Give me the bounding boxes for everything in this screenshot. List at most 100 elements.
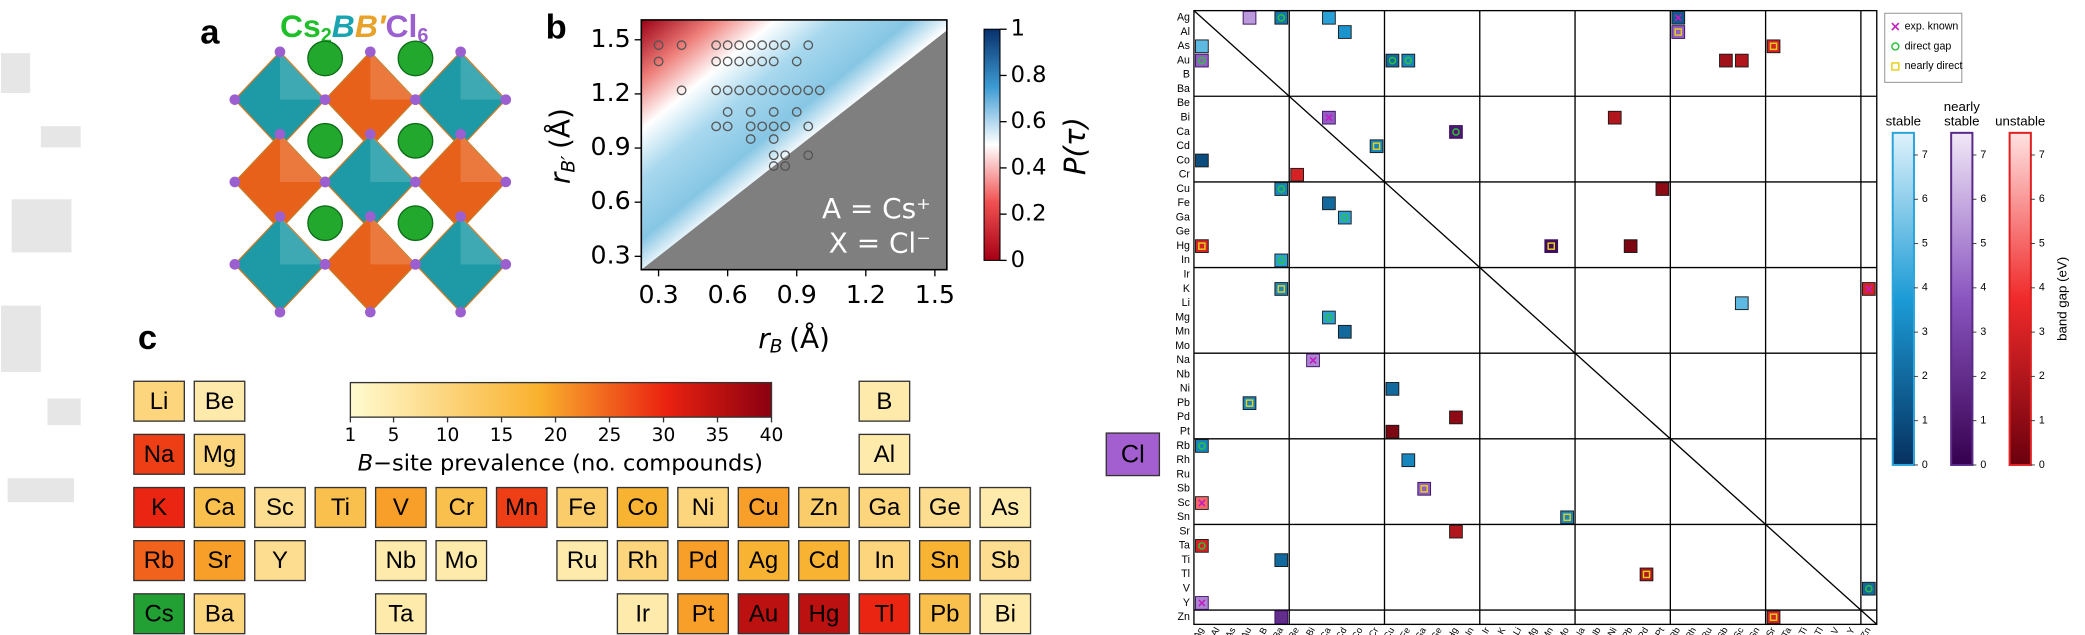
column-label: K <box>1496 625 1508 635</box>
octahedron-face <box>460 134 506 182</box>
column-label: Na <box>1572 625 1587 635</box>
row-label: Cd <box>1176 140 1190 152</box>
data-point <box>676 85 687 96</box>
data-point <box>780 40 791 51</box>
atom-cl <box>229 259 241 270</box>
atom-cl <box>410 259 421 270</box>
element-cell <box>737 486 790 529</box>
element-cell <box>979 486 1032 529</box>
compound-cell <box>1734 296 1749 311</box>
data-point <box>768 107 779 117</box>
row-label: B <box>1183 69 1190 81</box>
marker-nearly-direct <box>1769 42 1778 51</box>
panel-label: c <box>138 319 157 357</box>
data-point <box>722 107 733 117</box>
colorbar-tick-label: 3 <box>2039 326 2045 338</box>
annotation: A = Cs⁺ <box>822 192 931 225</box>
compound-cell <box>1242 10 1257 25</box>
marker-direct-gap <box>1404 56 1413 65</box>
compound-cell <box>1195 39 1209 54</box>
row-label: Ga <box>1176 211 1190 223</box>
marker-direct-gap <box>1891 42 1900 51</box>
crystal-structure <box>229 40 512 318</box>
row-label: Ag <box>1177 12 1190 24</box>
data-point <box>745 56 756 67</box>
diagonal <box>1193 10 1878 625</box>
label-part: r <box>758 322 771 355</box>
compound-cell <box>1449 524 1463 539</box>
column-label: Ag <box>1191 626 1205 635</box>
colorbar-tick-label: 6 <box>2039 193 2045 205</box>
colorbar-tick-label: 6 <box>1980 193 1986 205</box>
row-label: Mo <box>1175 340 1190 352</box>
compound-cell <box>1242 396 1257 410</box>
data-point <box>803 85 814 96</box>
element-symbol: Nb <box>386 547 417 574</box>
column-label: Pb <box>1620 626 1634 635</box>
row-label: Pt <box>1180 425 1190 437</box>
row-label: Ti <box>1182 554 1190 566</box>
row-label: Mg <box>1175 311 1190 323</box>
compound-cell <box>1560 510 1574 525</box>
compound-cell <box>1401 53 1416 68</box>
column-label: Ru <box>1699 626 1714 635</box>
colorbar-tick-label: 1 <box>2039 414 2045 426</box>
row-label: Sr <box>1179 525 1190 537</box>
colorbar-tick-label: 3 <box>1922 326 1928 338</box>
colorbar-tick-label: 3 <box>1980 326 1986 338</box>
data-point <box>768 161 779 172</box>
plot-frame <box>640 19 948 271</box>
atom-cl <box>500 259 512 270</box>
atom-cl <box>274 128 286 140</box>
element-symbol: As <box>991 494 1019 521</box>
marker-nearly-direct <box>1372 142 1381 151</box>
compound-cell <box>1671 25 1686 39</box>
row-label: Nb <box>1176 368 1190 380</box>
row-label: Rh <box>1176 454 1190 466</box>
compound-cell <box>1274 553 1289 567</box>
colorbar-tick-label: 40 <box>760 425 784 446</box>
compound-cell <box>1449 125 1463 139</box>
column-label: Bi <box>1304 626 1317 635</box>
column-label: Zn <box>1859 626 1873 635</box>
colorbar-tick-label: 2 <box>1980 370 1986 382</box>
element-cell <box>133 380 185 422</box>
column-label: Sc <box>1732 625 1746 635</box>
row-label: Cu <box>1176 183 1190 195</box>
marker-nearly-direct <box>1420 484 1428 493</box>
compound-cell <box>1861 581 1876 596</box>
data-point <box>814 85 825 96</box>
element-symbol: Al <box>874 441 895 468</box>
marker-direct-gap <box>1325 313 1333 322</box>
element-cell <box>314 486 367 529</box>
marker-direct-gap <box>1865 584 1873 593</box>
element-symbol: Ga <box>868 494 901 521</box>
colorbar-tick-label: 1 <box>1980 414 1986 426</box>
compound-cell <box>1449 410 1463 425</box>
column-label: Fe <box>1398 626 1412 635</box>
data-point <box>768 40 779 51</box>
atom-cl <box>455 128 466 140</box>
marker-nearly-direct <box>1563 513 1571 522</box>
data-point <box>734 85 745 96</box>
element-cell <box>374 486 427 529</box>
row-label: Cr <box>1179 169 1191 181</box>
compound-cell <box>1544 239 1559 253</box>
compound-cell <box>1274 182 1289 196</box>
column-label: Rh <box>1683 626 1698 635</box>
octahedron-face <box>279 216 326 265</box>
row-label: Zn <box>1178 611 1190 623</box>
colorbar-tick-label: 5 <box>1980 237 1986 249</box>
column-label: Hg <box>1445 626 1460 635</box>
octahedron-face <box>370 51 416 100</box>
colorbar-tick-label: 6 <box>1922 193 1928 205</box>
compound-cell <box>1337 210 1352 225</box>
element-cell <box>495 486 548 529</box>
label-part: r <box>544 171 577 184</box>
element-symbol: Ru <box>567 547 598 574</box>
colorbar-title: nearly <box>1944 99 1980 114</box>
row-label: Ta <box>1179 540 1190 552</box>
element-cell <box>616 540 669 582</box>
data-point <box>711 40 722 51</box>
